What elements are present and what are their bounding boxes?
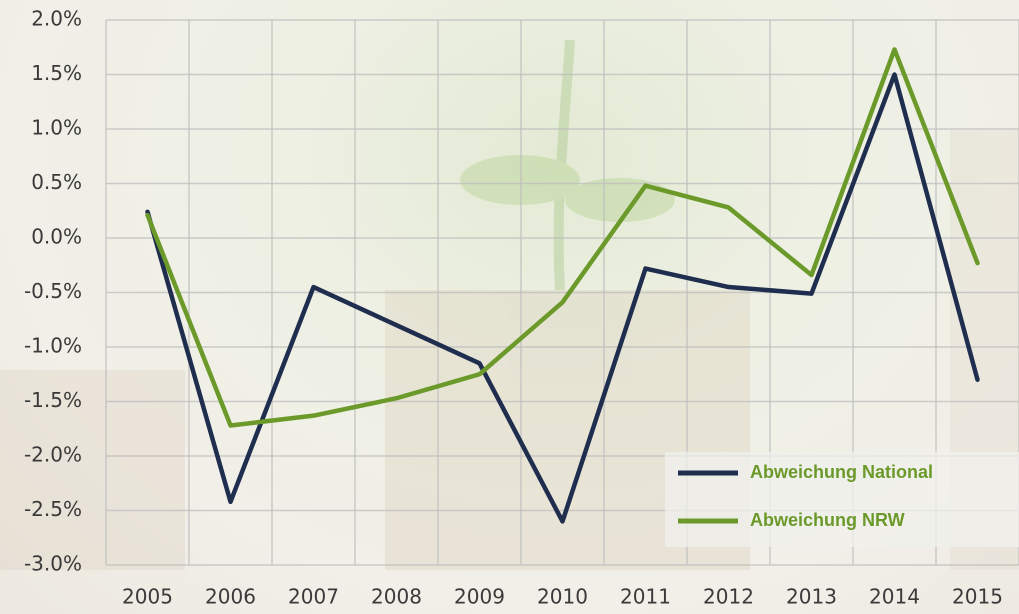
y-tick-label: 1.0% bbox=[31, 116, 82, 140]
y-tick-label: 1.5% bbox=[31, 61, 82, 85]
x-tick-label: 2010 bbox=[537, 585, 588, 609]
y-tick-label: -2.0% bbox=[24, 443, 82, 467]
x-tick-label: 2011 bbox=[620, 585, 671, 609]
x-tick-label: 2008 bbox=[371, 585, 422, 609]
x-tick-label: 2015 bbox=[952, 585, 1003, 609]
series-line bbox=[145, 47, 980, 428]
y-tick-label: 2.0% bbox=[31, 7, 82, 31]
x-tick-label: 2013 bbox=[786, 585, 837, 609]
x-tick-label: 2012 bbox=[703, 585, 754, 609]
background-decor bbox=[0, 39, 1019, 570]
x-tick-label: 2007 bbox=[288, 585, 339, 609]
x-tick-label: 2014 bbox=[869, 585, 920, 609]
series-line bbox=[145, 72, 980, 524]
y-tick-label: -1.5% bbox=[24, 388, 82, 412]
x-tick-label: 2006 bbox=[205, 585, 256, 609]
x-tick-label: 2009 bbox=[454, 585, 505, 609]
x-tick-label: 2005 bbox=[122, 585, 173, 609]
y-tick-label: -0.5% bbox=[24, 279, 82, 303]
y-tick-label: 0.5% bbox=[31, 170, 82, 194]
legend-label: Abweichung NRW bbox=[750, 510, 905, 530]
legend-label: Abweichung National bbox=[750, 462, 933, 482]
legend-box bbox=[665, 452, 1019, 547]
y-tick-label: -2.5% bbox=[24, 497, 82, 521]
y-tick-label: 0.0% bbox=[31, 225, 82, 249]
y-tick-label: -1.0% bbox=[24, 334, 82, 358]
y-tick-label: -3.0% bbox=[24, 552, 82, 576]
